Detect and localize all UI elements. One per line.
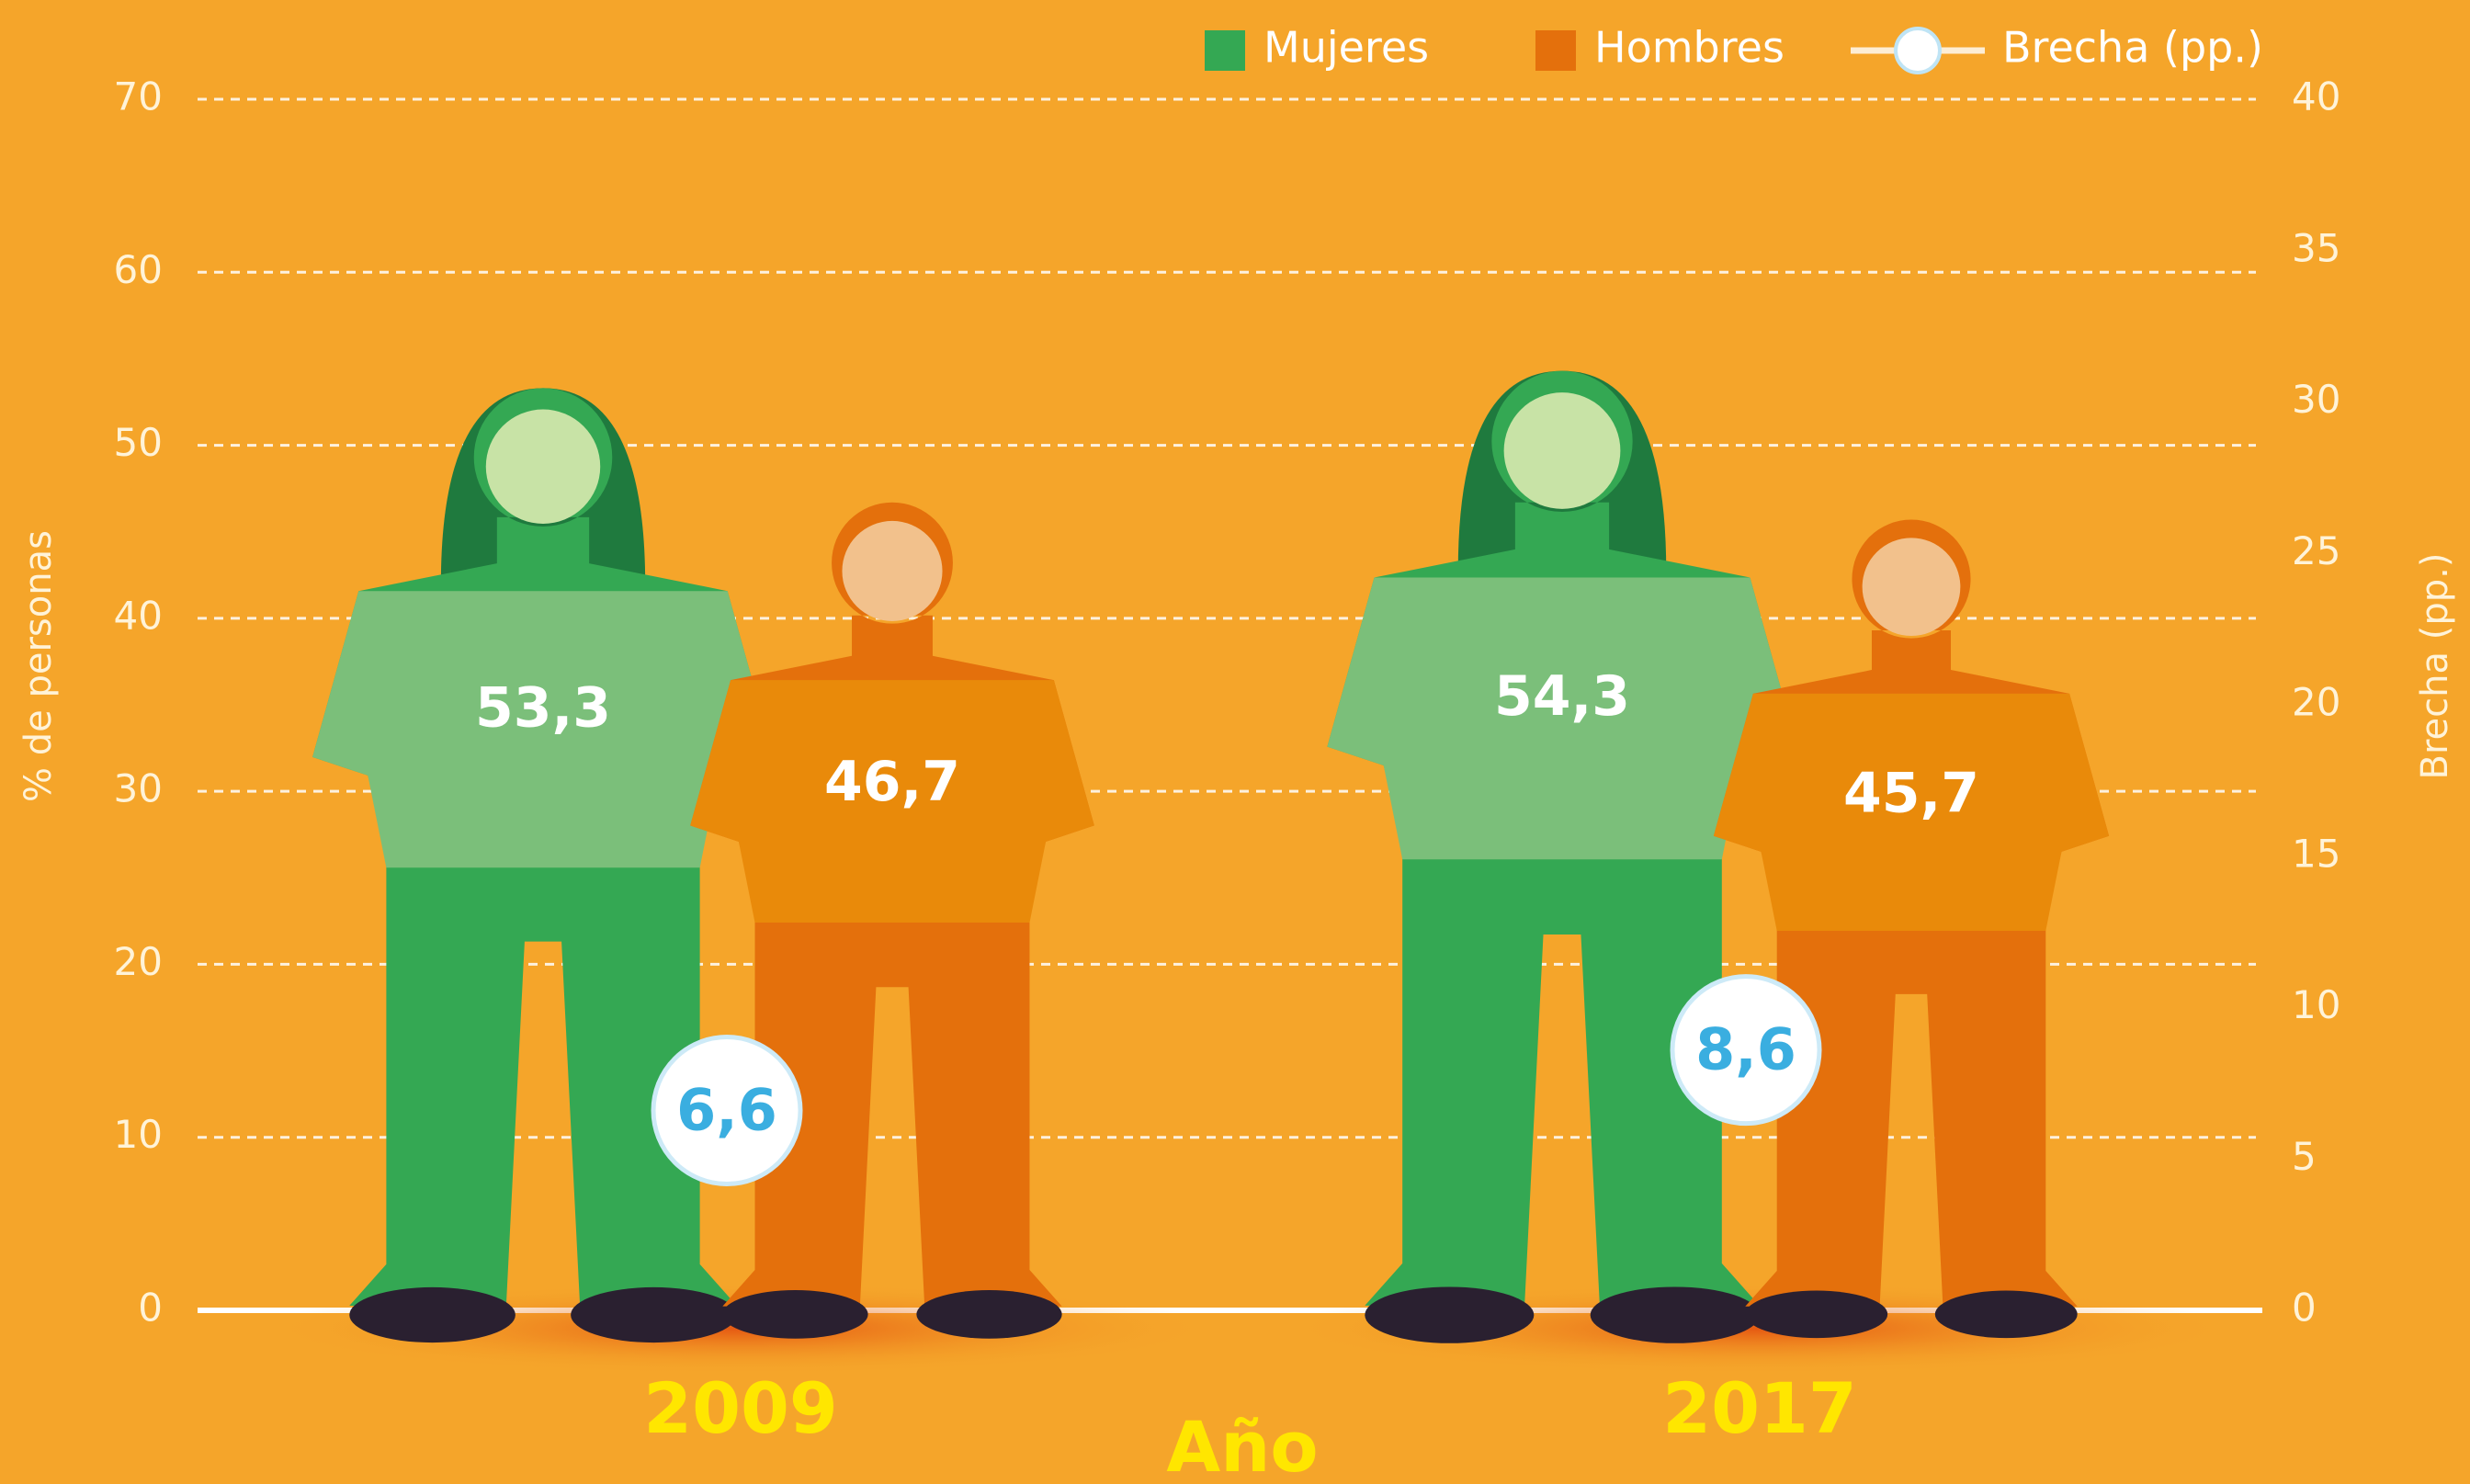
y2-tick-label: 40 — [2292, 74, 2340, 119]
y-tick-label: 60 — [114, 247, 163, 292]
shoe — [722, 1290, 867, 1339]
value-label: 54,3 — [1494, 664, 1630, 729]
x-axis-label: Año — [1166, 1406, 1318, 1484]
legend-marker — [1896, 28, 1940, 73]
y-tick-label: 20 — [114, 939, 163, 984]
legend-swatch — [1205, 30, 1245, 71]
head — [1504, 392, 1621, 509]
y2-tick-label: 10 — [2292, 982, 2340, 1027]
legend-label: Brecha (pp.) — [2002, 23, 2263, 73]
y2-tick-label: 5 — [2292, 1134, 2317, 1179]
y2-tick-label: 35 — [2292, 225, 2340, 270]
shoe — [349, 1287, 516, 1342]
legend-label: Mujeres — [1263, 23, 1429, 73]
head — [1863, 538, 1961, 636]
legend-swatch — [1535, 30, 1576, 71]
shoe — [1745, 1290, 1887, 1338]
gap-label: 6,6 — [676, 1077, 777, 1144]
x-tick-label: 2017 — [1662, 1367, 1857, 1449]
y2-tick-label: 30 — [2292, 377, 2340, 422]
shoe — [1591, 1286, 1760, 1342]
y-tick-label: 70 — [114, 74, 163, 119]
shoe — [916, 1290, 1061, 1339]
y-tick-label: 50 — [114, 420, 163, 465]
head — [486, 410, 600, 524]
legend-label: Hombres — [1594, 23, 1785, 73]
y2-axis-label: Brecha (pp.) — [2414, 553, 2456, 780]
value-label: 53,3 — [475, 675, 611, 740]
y2-tick-label: 0 — [2292, 1286, 2317, 1331]
shoe — [571, 1287, 737, 1342]
value-label: 46,7 — [824, 750, 960, 814]
shoe — [1365, 1286, 1534, 1342]
y-tick-label: 40 — [114, 593, 163, 638]
shoe — [1935, 1290, 2078, 1338]
y2-tick-label: 20 — [2292, 680, 2340, 725]
y-tick-label: 30 — [114, 766, 163, 811]
value-label: 45,7 — [1843, 761, 1979, 825]
y-tick-label: 10 — [114, 1112, 163, 1157]
head — [842, 521, 942, 621]
y-tick-label: 0 — [138, 1286, 163, 1331]
chart: % de personas Brecha (pp.) Año 0 10 20 30 40… — [0, 0, 2470, 1484]
y2-tick-label: 15 — [2292, 831, 2340, 876]
y2-tick-label: 25 — [2292, 528, 2340, 573]
y-axis-label: % de personas — [17, 530, 60, 802]
gap-label: 8,6 — [1695, 1016, 1796, 1083]
x-tick-label: 2009 — [643, 1367, 838, 1449]
